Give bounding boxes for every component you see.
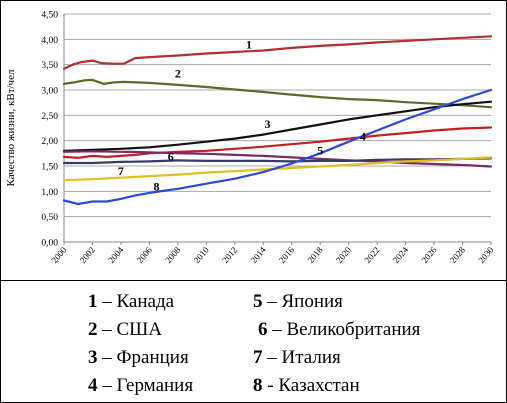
- legend-name: Казахстан: [278, 375, 360, 396]
- legend-separator: –: [97, 319, 117, 340]
- x-tick-label: 2010: [192, 244, 212, 265]
- legend-separator: –: [262, 347, 282, 368]
- legend-name: Япония: [281, 291, 343, 312]
- y-tick-label: 2,50: [41, 112, 58, 122]
- legend-separator: –: [262, 291, 282, 312]
- x-tick-label: 2030: [476, 244, 496, 265]
- series-line-4: [62, 126, 493, 159]
- legend-item-8: 8 - Казахстан: [253, 375, 360, 397]
- series-label-7: 7: [118, 164, 124, 178]
- x-tick-label: 2014: [249, 244, 269, 265]
- series-label-8: 8: [154, 179, 160, 193]
- y-tick-label: 2,00: [41, 137, 58, 147]
- series-label-4: 4: [360, 130, 366, 144]
- legend-number: 1: [88, 291, 98, 312]
- legend-item-1: 1 – Канада: [88, 291, 174, 313]
- legend-number: 4: [88, 375, 98, 396]
- series-label-6: 6: [168, 149, 174, 163]
- legend-item-4: 4 – Германия: [88, 375, 193, 397]
- series-line-3: [62, 100, 493, 152]
- legend-name: Великобритания: [286, 319, 421, 340]
- y-tick-label: 3,00: [41, 87, 58, 97]
- series-line-2: [62, 78, 493, 109]
- legend-separator: –: [97, 347, 117, 368]
- legend-number: 2: [88, 319, 98, 340]
- series-label-3: 3: [265, 117, 271, 131]
- x-tick-label: 2028: [448, 244, 468, 265]
- y-axis-label: Качество жизни, кВт/чел: [5, 69, 17, 186]
- legend-name: Канада: [116, 291, 175, 312]
- legend-number: 8: [253, 375, 263, 396]
- legend-item-7: 7 – Италия: [253, 347, 341, 369]
- series-line-8: [62, 88, 493, 206]
- legend-separator: -: [262, 375, 279, 396]
- series-label-1: 1: [246, 37, 252, 51]
- x-tick-label: 2024: [391, 244, 411, 265]
- y-tick-label: 0,00: [41, 239, 58, 249]
- legend-number: 6: [258, 319, 268, 340]
- x-tick-label: 2004: [106, 244, 126, 265]
- x-tick-label: 2016: [277, 244, 297, 265]
- plot-area: [64, 14, 491, 242]
- y-tick-label: 1,50: [41, 163, 58, 173]
- legend-separator: –: [267, 319, 287, 340]
- y-tick-label: 4,50: [41, 11, 58, 21]
- legend-item-2: 2 – США: [88, 319, 162, 341]
- legend-item-6: 6 – Великобритания: [258, 319, 420, 341]
- x-tick-label: 2006: [135, 244, 155, 265]
- legend-name: США: [116, 319, 163, 340]
- x-tick-label: 2020: [334, 244, 354, 265]
- legend-separator: –: [97, 291, 117, 312]
- legend-name: Германия: [116, 375, 194, 396]
- series-line-1: [62, 35, 493, 70]
- y-tick-label: 1,00: [41, 188, 58, 198]
- legend-name: Франция: [116, 347, 189, 368]
- legend-item-3: 3 – Франция: [88, 347, 189, 369]
- legend-name: Италия: [281, 347, 341, 368]
- legend-number: 5: [253, 291, 263, 312]
- legend-item-5: 5 – Япония: [253, 291, 343, 313]
- legend-number: 3: [88, 347, 98, 368]
- legend-separator: –: [97, 375, 117, 396]
- y-tick-label: 0,50: [41, 213, 58, 223]
- legend: 1 – Канада 2 – США 3 – Франция 4 – Герма…: [0, 280, 507, 403]
- series-line-5: [62, 150, 493, 168]
- x-tick-label: 2026: [419, 244, 439, 265]
- series-label-5: 5: [317, 143, 323, 157]
- x-tick-label: 2002: [78, 245, 97, 265]
- legend-number: 7: [253, 347, 263, 368]
- x-tick-label: 2018: [306, 244, 326, 265]
- series-line-6: [62, 157, 493, 165]
- y-tick-label: 4,00: [41, 36, 58, 46]
- x-tick-label: 2012: [220, 245, 239, 265]
- x-tick-label: 2022: [362, 245, 381, 265]
- series-label-2: 2: [175, 66, 181, 80]
- line-chart: 0,00 0,50 1,00 1,50 2,00 2,50 3,00 3,50 4,00 4,50…: [5, 11, 496, 266]
- x-tick-label: 2008: [163, 244, 183, 265]
- y-tick-label: 3,50: [41, 61, 58, 71]
